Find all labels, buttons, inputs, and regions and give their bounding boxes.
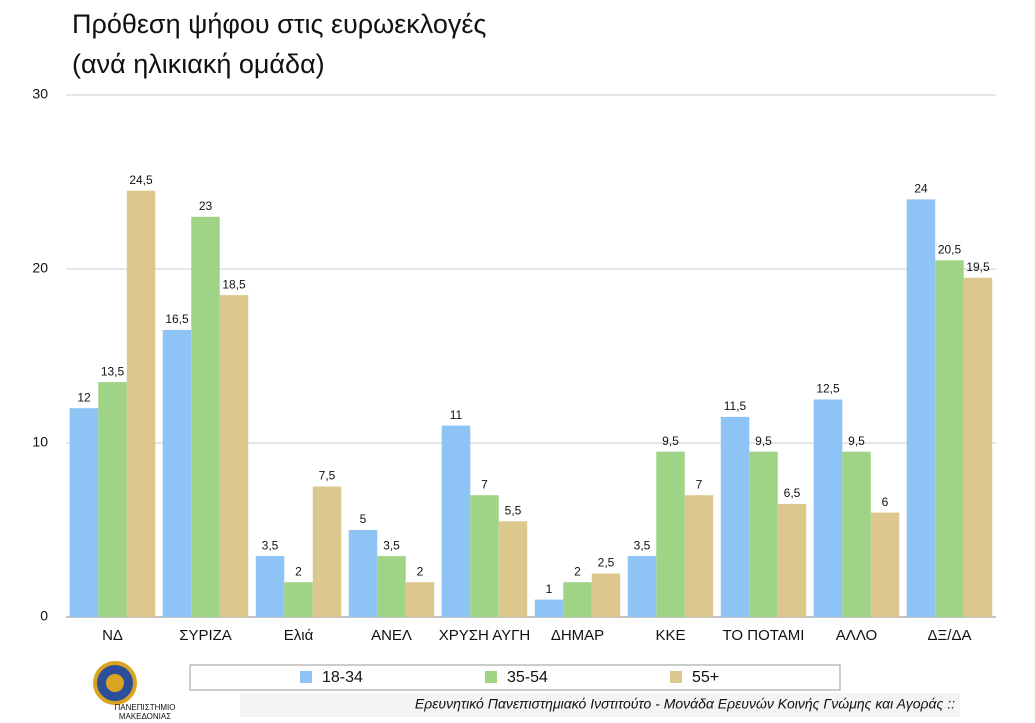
- chart-title: Πρόθεση ψήφου στις ευρωεκλογές: [72, 9, 486, 39]
- x-tick-label: ΑΝΕΛ: [371, 627, 412, 644]
- y-tick-label: 10: [32, 434, 48, 450]
- bar: [377, 556, 406, 617]
- logo-emblem-center: [106, 674, 124, 692]
- x-tick-label: ΚΚΕ: [655, 627, 685, 644]
- bar: [98, 382, 127, 617]
- bar: [935, 260, 964, 617]
- bar: [284, 582, 313, 617]
- x-tick-label: ΝΔ: [102, 627, 123, 644]
- bar: [813, 399, 843, 617]
- logo-text: ΜΑΚΕΔΟΝΙΑΣ: [119, 712, 171, 721]
- bar: [749, 451, 778, 617]
- footer-strip: [240, 693, 960, 717]
- bar: [312, 486, 342, 617]
- legend-label: 18-34: [322, 669, 363, 686]
- bar: [255, 556, 285, 617]
- legend-swatch: [670, 671, 682, 683]
- bar: [69, 408, 99, 617]
- bar: [563, 582, 592, 617]
- bar: [906, 199, 936, 617]
- value-label: 24,5: [129, 173, 153, 187]
- value-label: 19,5: [966, 260, 990, 274]
- x-tick-label: ΤΟ ΠΟΤΑΜΙ: [723, 627, 805, 644]
- value-label: 11,5: [724, 399, 747, 413]
- value-label: 16,5: [165, 312, 189, 326]
- bar: [348, 530, 378, 617]
- bar: [591, 573, 621, 617]
- x-tick-label: ΣΥΡΙΖΑ: [179, 627, 232, 644]
- bar: [126, 190, 156, 617]
- legend-swatch: [485, 671, 497, 683]
- y-tick-label: 0: [40, 608, 48, 624]
- value-label: 12,5: [816, 382, 840, 396]
- value-label: 18,5: [222, 277, 246, 291]
- footer-source: Ερευνητικό Πανεπιστημιακό Ινστιτούτο - Μ…: [415, 696, 955, 712]
- value-label: 24: [914, 182, 928, 196]
- bar: [470, 495, 499, 617]
- value-label: 3,5: [634, 538, 651, 552]
- x-tick-label: ΔΗΜΑΡ: [551, 627, 604, 644]
- legend-label: 35-54: [507, 669, 548, 686]
- value-label: 9,5: [755, 434, 772, 448]
- y-tick-label: 20: [32, 260, 48, 276]
- value-label: 11: [450, 408, 463, 422]
- value-label: 6,5: [784, 486, 801, 500]
- value-label: 2: [574, 564, 581, 578]
- bar: [870, 512, 900, 617]
- x-tick-label: ΑΛΛΟ: [836, 627, 877, 644]
- value-label: 7: [481, 477, 488, 491]
- chart-subtitle: (ανά ηλικιακή ομάδα): [72, 49, 325, 79]
- value-label: 3,5: [262, 538, 279, 552]
- value-label: 7,5: [319, 469, 336, 483]
- bar: [191, 216, 220, 618]
- bar: [684, 495, 714, 617]
- logo-text: ΠΑΝΕΠΙΣΤΗΜΙΟ: [115, 703, 176, 712]
- bar: [498, 521, 528, 617]
- value-label: 1: [546, 582, 553, 596]
- value-label: 23: [199, 199, 213, 213]
- x-tick-label: Ελιά: [284, 627, 314, 644]
- value-label: 5: [360, 512, 367, 526]
- x-tick-label: ΧΡΥΣΗ ΑΥΓΗ: [439, 627, 530, 644]
- bar: [656, 451, 685, 617]
- value-label: 5,5: [505, 503, 522, 517]
- legend-box: [189, 664, 841, 691]
- value-label: 12: [77, 390, 91, 404]
- bar: [405, 582, 435, 617]
- bar: [534, 599, 564, 617]
- value-label: 2: [417, 564, 424, 578]
- y-tick-label: 30: [32, 86, 48, 102]
- value-label: 7: [696, 477, 703, 491]
- value-label: 2: [295, 564, 302, 578]
- bar: [441, 425, 471, 617]
- value-label: 6: [882, 495, 889, 509]
- bar: [162, 329, 192, 617]
- legend-swatch: [300, 671, 312, 683]
- value-label: 13,5: [101, 364, 125, 378]
- value-label: 9,5: [848, 434, 865, 448]
- bar: [963, 277, 993, 617]
- value-label: 20,5: [938, 242, 962, 256]
- logo: [93, 661, 137, 705]
- bar: [219, 295, 249, 617]
- value-label: 2,5: [598, 556, 615, 570]
- value-label: 9,5: [662, 434, 679, 448]
- bar: [777, 503, 807, 617]
- bar: [842, 451, 871, 617]
- x-tick-label: ΔΞ/ΔΑ: [928, 627, 972, 644]
- bar: [627, 556, 657, 617]
- legend-label: 55+: [692, 669, 719, 686]
- bar: [720, 416, 750, 617]
- value-label: 3,5: [383, 538, 400, 552]
